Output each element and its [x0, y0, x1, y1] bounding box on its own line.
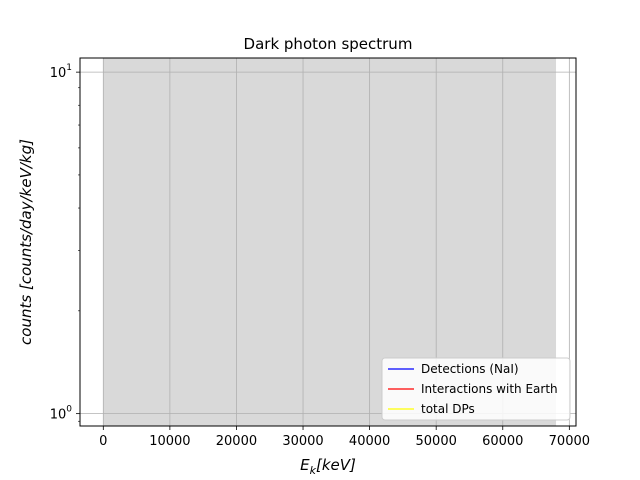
legend-label: Interactions with Earth: [421, 382, 558, 396]
legend-box: [381, 357, 571, 421]
y-tick-base: 10: [50, 66, 67, 81]
plot-frame: [79, 57, 577, 427]
chart-title: Dark photon spectrum: [244, 35, 413, 53]
x-tick-label: 10000: [149, 434, 190, 449]
x-axis-label-sub: k: [310, 464, 317, 477]
legend-label: total DPs: [421, 402, 475, 416]
y-axis-label: counts [counts/day/keV/kg]: [17, 139, 35, 345]
x-tick-label: 70000: [549, 434, 590, 449]
x-ticks: 0 10000 20000 30000 40000 50000 60000 70000: [99, 426, 590, 449]
y-tick-base: 10: [50, 408, 67, 423]
x-axis-label-main: E: [300, 456, 310, 474]
legend: Detections (NaI) Interactions with Earth t…: [381, 357, 571, 421]
x-axis-label: Ek[keV]: [300, 456, 356, 477]
x-tick-label: 40000: [349, 434, 390, 449]
x-axis-label-rest: [keV]: [316, 456, 356, 474]
x-tick-label: 50000: [416, 434, 457, 449]
y-tick-exponent: 0: [66, 405, 72, 415]
x-tick-label: 30000: [282, 434, 323, 449]
x-tick-label: 0: [99, 434, 107, 449]
x-tick-label: 60000: [482, 434, 523, 449]
x-tick-label: 20000: [216, 434, 257, 449]
y-tick-exponent: 1: [66, 63, 72, 73]
y-tick-label: 100: [50, 405, 73, 423]
y-tick-label: 101: [50, 63, 72, 81]
legend-label: Detections (NaI): [421, 362, 519, 376]
